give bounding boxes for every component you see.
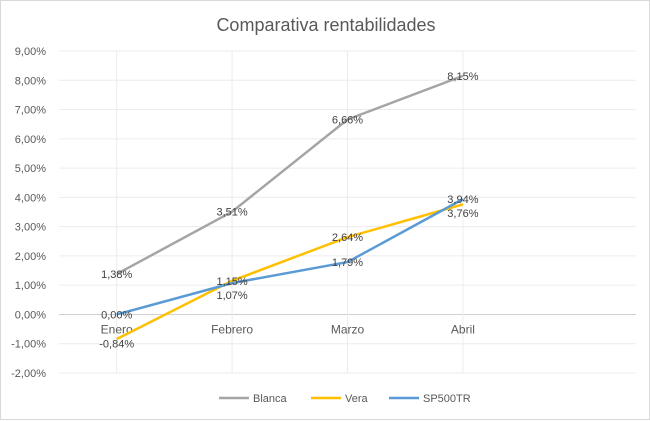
data-label: 1,15% [216,276,247,288]
legend-label: Blanca [253,393,288,405]
y-tick-label: 0,00% [15,309,46,321]
data-label: 3,51% [216,207,247,219]
series-line-blanca [116,74,464,276]
legend-label: Vera [345,393,369,405]
y-tick-label: -1,00% [11,339,46,351]
y-tick-label: -2,00% [11,368,46,380]
y-tick-label: 3,00% [15,222,46,234]
chart-title: Comparativa rentabilidades [216,15,435,35]
y-tick-label: 7,00% [15,105,46,117]
y-tick-label: 6,00% [15,134,46,146]
x-tick-label: Abril [451,322,475,336]
x-tick-label: Marzo [331,322,365,336]
data-label: 0,00% [101,309,132,321]
x-tick-label: Enero [101,322,133,336]
data-label: 3,94% [447,194,478,206]
data-label: 1,38% [101,269,132,281]
data-label: 2,64% [332,232,363,244]
y-tick-label: 5,00% [15,163,46,175]
data-label: -0,84% [99,338,134,350]
y-tick-label: 8,00% [15,75,46,87]
y-tick-label: 1,00% [15,280,46,292]
legend-label: SP500TR [423,393,471,405]
data-label: 6,66% [332,114,363,126]
y-tick-label: 9,00% [15,46,46,58]
data-label: 1,07% [216,290,247,302]
x-tick-label: Febrero [211,322,253,336]
data-label: 8,15% [447,71,478,83]
series-line-sp500tr [116,198,464,316]
data-label: 1,79% [332,257,363,269]
y-tick-label: 2,00% [15,251,46,263]
series-line-vera [116,203,464,341]
y-tick-label: 4,00% [15,192,46,204]
data-label: 3,76% [447,208,478,220]
